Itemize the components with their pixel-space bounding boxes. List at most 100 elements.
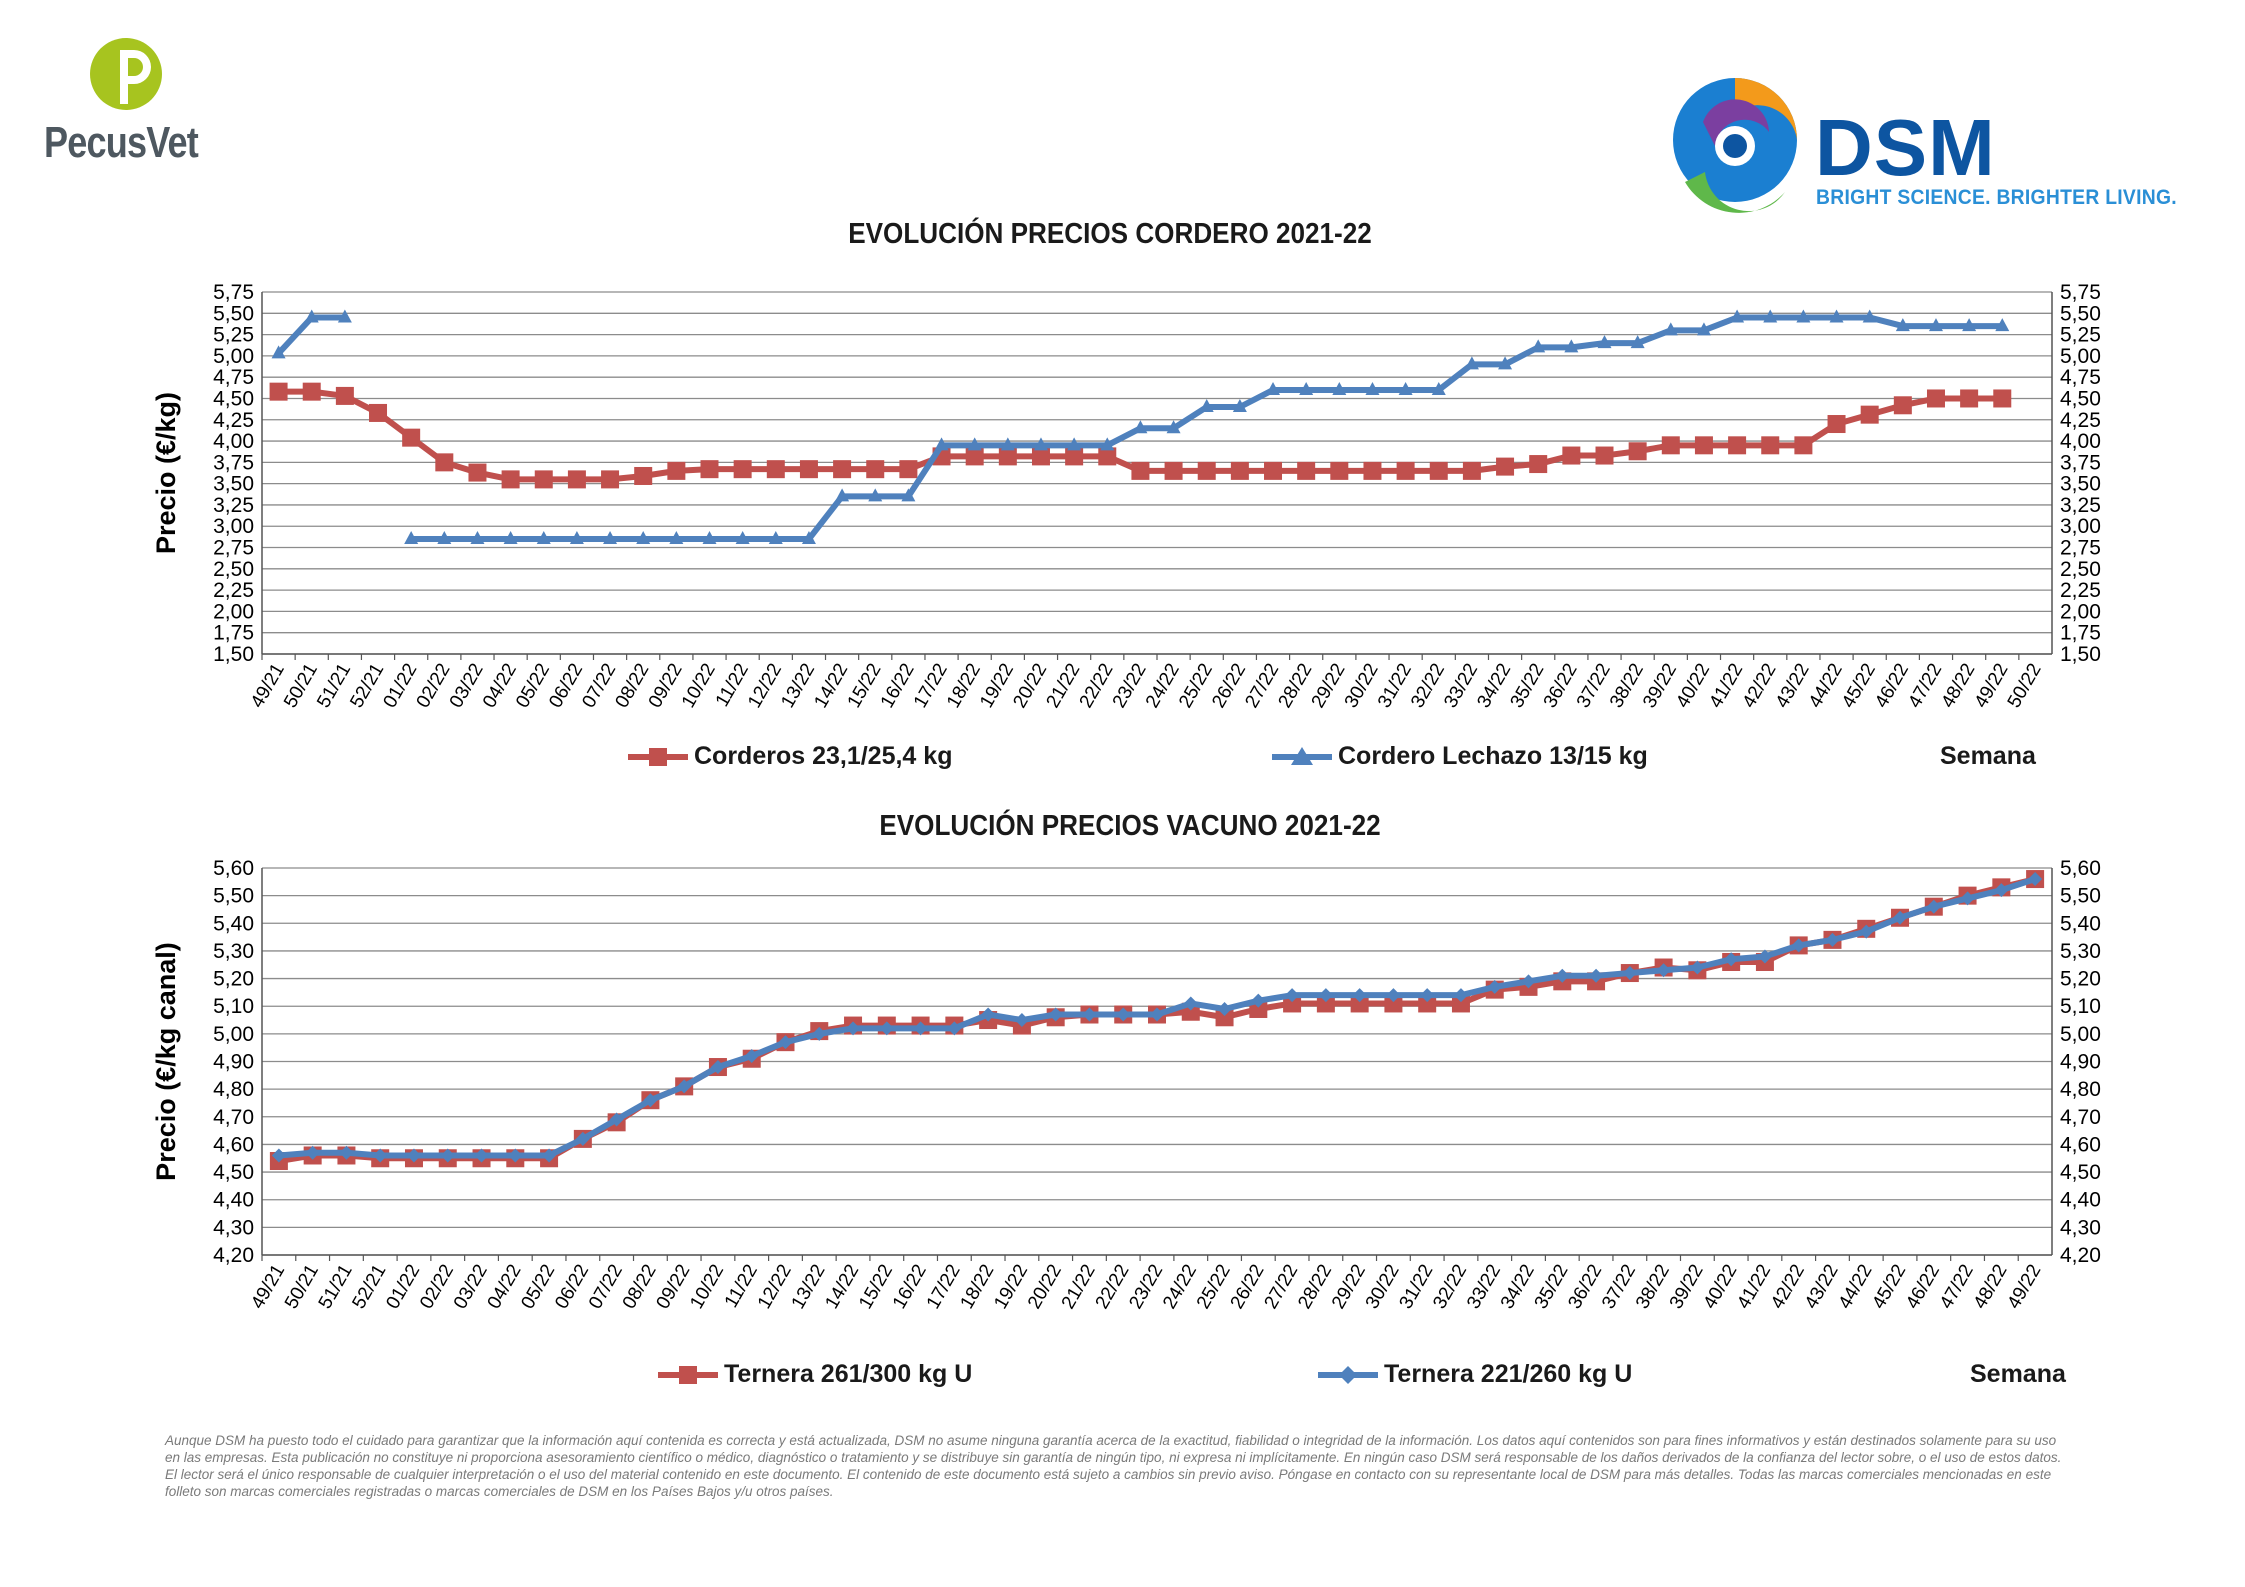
x-tick-label: 48/22 bbox=[1937, 660, 1979, 712]
data-point bbox=[1131, 461, 1150, 480]
data-point bbox=[302, 382, 321, 401]
x-tick-label: 01/22 bbox=[382, 1261, 424, 1313]
x-tick-label: 28/22 bbox=[1294, 1261, 1336, 1313]
data-point bbox=[406, 1148, 421, 1163]
data-point bbox=[710, 1060, 725, 1075]
x-tick-label: 30/22 bbox=[1341, 660, 1383, 712]
data-point bbox=[934, 437, 949, 451]
data-point bbox=[470, 531, 485, 545]
x-tick-label: 14/22 bbox=[821, 1261, 863, 1313]
y-tick-label-right: 2,00 bbox=[2060, 600, 2101, 623]
data-point bbox=[468, 463, 487, 482]
data-point bbox=[567, 470, 586, 489]
x-tick-label: 40/22 bbox=[1700, 1261, 1742, 1313]
x-tick-label: 09/22 bbox=[653, 1261, 695, 1313]
x-tick-label: 18/22 bbox=[957, 1261, 999, 1313]
data-point bbox=[1531, 339, 1546, 353]
x-tick-label: 20/22 bbox=[1024, 1261, 1066, 1313]
x-tick-label: 13/22 bbox=[777, 660, 819, 712]
data-point bbox=[2028, 872, 2043, 887]
x-tick-label: 15/22 bbox=[855, 1261, 897, 1313]
x-tick-label: 10/22 bbox=[678, 660, 720, 712]
data-point bbox=[1285, 988, 1300, 1003]
y-tick-label-left: 4,70 bbox=[213, 1106, 254, 1129]
data-point bbox=[1521, 974, 1536, 989]
data-point bbox=[1993, 389, 2012, 408]
y-tick-label-right: 5,10 bbox=[2060, 995, 2101, 1018]
x-tick-label: 39/22 bbox=[1639, 660, 1681, 712]
legend-swatch-diamond bbox=[1318, 1366, 1378, 1385]
data-point bbox=[1597, 335, 1612, 349]
legend-label: Cordero Lechazo 13/15 kg bbox=[1338, 742, 1648, 770]
x-tick-label: 39/22 bbox=[1666, 1261, 1708, 1313]
data-point bbox=[1995, 318, 2010, 332]
x-tick-label: 49/22 bbox=[2003, 1261, 2045, 1313]
data-point bbox=[1928, 318, 1943, 332]
x-tick-label: 04/22 bbox=[484, 1261, 526, 1313]
data-point bbox=[1926, 899, 1941, 914]
data-point bbox=[1166, 420, 1181, 434]
data-point bbox=[1893, 910, 1908, 925]
data-point bbox=[1297, 461, 1316, 480]
data-point bbox=[1661, 436, 1680, 455]
x-tick-label: 03/22 bbox=[446, 660, 488, 712]
x-tick-label: 24/22 bbox=[1142, 660, 1184, 712]
data-point bbox=[437, 531, 452, 545]
data-point bbox=[965, 447, 984, 466]
data-point bbox=[1318, 988, 1333, 1003]
y-tick-label-left: 3,00 bbox=[213, 515, 254, 538]
data-point bbox=[1033, 437, 1048, 451]
chart-title-cordero: EVOLUCIÓN PRECIOS CORDERO 2021-22 bbox=[848, 218, 1372, 250]
data-point bbox=[1825, 932, 1840, 947]
data-point bbox=[1100, 437, 1115, 451]
y-tick-label-left: 4,25 bbox=[213, 409, 254, 432]
data-point bbox=[1133, 420, 1148, 434]
x-tick-label: 26/22 bbox=[1208, 660, 1250, 712]
data-point bbox=[669, 531, 684, 545]
data-point bbox=[1562, 446, 1581, 465]
x-tick-label: 22/22 bbox=[1076, 660, 1118, 712]
chart-title-vacuno: EVOLUCIÓN PRECIOS VACUNO 2021-22 bbox=[879, 810, 1381, 842]
y-tick-label-right: 5,60 bbox=[2060, 857, 2101, 880]
x-tick-label: 25/22 bbox=[1193, 1261, 1235, 1313]
x-tick-label: 07/22 bbox=[578, 660, 620, 712]
x-tick-label: 33/22 bbox=[1463, 1261, 1505, 1313]
x-tick-label: 19/22 bbox=[990, 1261, 1032, 1313]
x-tick-label: 09/22 bbox=[645, 660, 687, 712]
data-point bbox=[1116, 1007, 1131, 1022]
y-tick-label-right: 4,75 bbox=[2060, 366, 2101, 389]
x-tick-label: 28/22 bbox=[1275, 660, 1317, 712]
data-point bbox=[1529, 455, 1548, 474]
data-point bbox=[913, 1021, 928, 1036]
x-tick-label: 03/22 bbox=[450, 1261, 492, 1313]
data-point bbox=[1396, 461, 1415, 480]
y-tick-label-left: 4,60 bbox=[213, 1133, 254, 1156]
data-point bbox=[1656, 963, 1671, 978]
legend-swatch-square bbox=[628, 748, 688, 767]
series-line-1 bbox=[276, 314, 345, 356]
data-point bbox=[1418, 994, 1437, 1013]
data-point bbox=[1761, 436, 1780, 455]
data-point bbox=[1960, 891, 1975, 906]
x-tick-label: 46/22 bbox=[1902, 1261, 1944, 1313]
x-tick-label: 12/22 bbox=[754, 1261, 796, 1313]
data-point bbox=[1630, 335, 1645, 349]
x-tick-label: 02/22 bbox=[416, 1261, 458, 1313]
data-point bbox=[1330, 461, 1349, 480]
data-point bbox=[967, 437, 982, 451]
x-tick-label: 21/22 bbox=[1058, 1261, 1100, 1313]
y-tick-label-left: 1,75 bbox=[213, 622, 254, 645]
data-point bbox=[702, 531, 717, 545]
y-tick-label-right: 5,25 bbox=[2060, 324, 2101, 347]
dsm-logo-text: DSM bbox=[1815, 103, 1996, 192]
y-tick-label-right: 5,20 bbox=[2060, 968, 2101, 991]
y-tick-label-left: 1,50 bbox=[213, 643, 254, 666]
data-point bbox=[1363, 461, 1382, 480]
y-tick-label-left: 2,25 bbox=[213, 579, 254, 602]
x-tick-label: 24/22 bbox=[1159, 1261, 1201, 1313]
y-tick-label-left: 4,80 bbox=[213, 1078, 254, 1101]
y-tick-label-right: 4,70 bbox=[2060, 1106, 2101, 1129]
data-point bbox=[609, 1112, 624, 1127]
data-point bbox=[305, 1145, 320, 1160]
x-tick-label: 27/22 bbox=[1260, 1261, 1302, 1313]
